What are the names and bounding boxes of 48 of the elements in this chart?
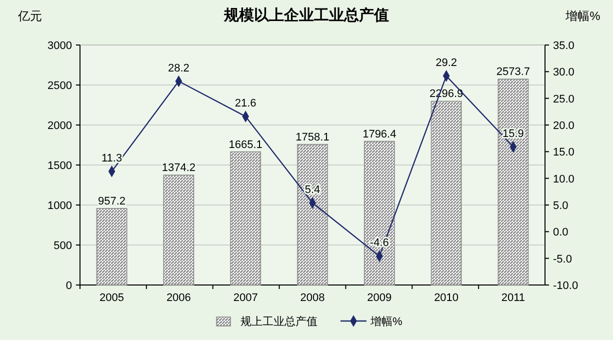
bar — [498, 78, 529, 286]
legend-label: 规上工业总产值 — [240, 315, 318, 328]
y-tick-label: 0 — [66, 280, 72, 292]
y-tick-label: 1500 — [48, 160, 72, 172]
data-label: 29.2 — [436, 56, 458, 69]
y2-tick-label: 0.0 — [553, 226, 568, 239]
x-tick-label: 2006 — [166, 292, 191, 304]
y2-tick-label: 10.0 — [553, 173, 574, 186]
y2-tick-label: 15.0 — [553, 146, 574, 159]
bar — [364, 140, 395, 286]
y-axis-title: 亿元 — [17, 9, 42, 23]
data-label: 5.4 — [304, 184, 320, 196]
y2-tick-label: -10.0 — [553, 280, 578, 292]
y2-tick-label: 35.0 — [553, 40, 574, 52]
legend-label: 增幅% — [370, 316, 402, 328]
y2-tick-label: 5.0 — [553, 200, 568, 212]
bar — [230, 151, 262, 286]
x-tick-label: 2005 — [100, 292, 124, 304]
x-tick-label: 2011 — [501, 292, 526, 304]
y-tick-label: 1000 — [48, 200, 72, 212]
x-tick-label: 2007 — [233, 292, 258, 304]
data-label: 1758.1 — [296, 131, 330, 144]
y2-tick-label: 20.0 — [553, 120, 574, 132]
data-label: 1796.4 — [362, 128, 396, 140]
y2-tick-label: 30.0 — [553, 66, 574, 79]
y-tick-label: 500 — [54, 240, 72, 252]
chart-title: 规模以上企业工业总产值 — [223, 7, 389, 24]
x-tick-label: 2010 — [434, 292, 459, 304]
data-label: 957.2 — [98, 195, 126, 208]
y2-tick-label: 25.0 — [553, 93, 574, 106]
data-label: 28.2 — [168, 62, 190, 74]
data-label: 15.9 — [502, 128, 524, 140]
y2-axis-title: 增幅% — [564, 9, 601, 23]
y2-tick-label: -5.0 — [553, 253, 572, 266]
x-tick-label: 2009 — [367, 292, 392, 304]
data-label: 21.6 — [234, 97, 256, 110]
bar — [163, 174, 194, 286]
y-tick-label: 2000 — [48, 120, 72, 132]
bar — [430, 100, 462, 286]
data-label: 2573.7 — [496, 66, 530, 78]
bar — [96, 208, 128, 286]
y-tick-label: 3000 — [48, 40, 72, 52]
y-tick-label: 2500 — [48, 80, 72, 92]
bar — [297, 144, 328, 286]
x-tick-label: 2008 — [300, 292, 325, 304]
data-label: 1374.2 — [162, 162, 196, 174]
data-label: 1665.1 — [228, 138, 262, 151]
data-label: 11.3 — [101, 152, 122, 164]
